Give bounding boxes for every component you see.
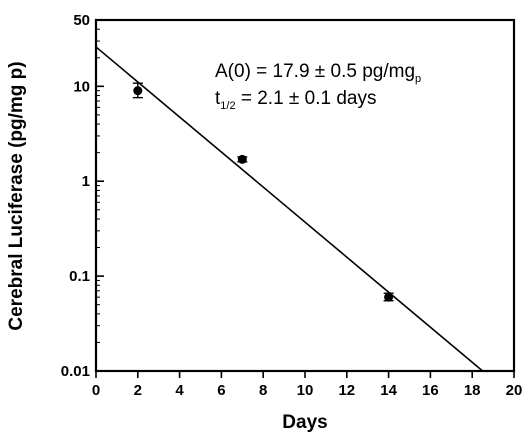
x-tick-label-2: 2	[134, 382, 142, 399]
annotation-half-life-sub: 1/2	[220, 100, 235, 112]
tick-labels: 0 2 4 6 8 10 12 14 16 18 20 0.01 0.1 1 10 50	[61, 12, 523, 399]
x-tick-label-8: 8	[259, 382, 267, 399]
annotation-half-life: t1/2 = 2.1 ± 0.1 days	[215, 88, 376, 112]
fit-line	[95, 46, 484, 372]
x-axis-title: Days	[282, 412, 327, 433]
x-tick-label-14: 14	[380, 382, 397, 399]
annotation-amplitude: A(0) = 17.9 ± 0.5 pg/mgp	[215, 61, 421, 85]
annotation-half-life-rest: = 2.1 ± 0.1 days	[236, 88, 377, 109]
x-tick-label-0: 0	[92, 382, 100, 399]
x-tick-label-20: 20	[506, 382, 523, 399]
x-tick-label-6: 6	[217, 382, 225, 399]
data-point	[237, 154, 247, 164]
x-tick-label-10: 10	[297, 382, 314, 399]
x-tick-label-16: 16	[422, 382, 439, 399]
x-tick-label-12: 12	[338, 382, 355, 399]
data-point	[133, 86, 143, 96]
y-tick-label-10: 10	[73, 78, 90, 95]
annotation-half-life-t: t	[215, 88, 221, 109]
plot-frame	[94, 18, 516, 373]
annotation-amplitude-sub: p	[415, 73, 421, 85]
y-tick-label-0.01: 0.01	[61, 363, 90, 380]
x-tick-label-18: 18	[464, 382, 481, 399]
y-axis-title: Cerebral Luciferase (pg/mg p)	[6, 61, 27, 330]
data-points	[132, 82, 394, 302]
annotation-amplitude-main: A(0) = 17.9 ± 0.5 pg/mg	[215, 61, 415, 82]
x-tick-label-4: 4	[175, 382, 184, 399]
y-tick-label-50: 50	[73, 12, 90, 29]
y-tick-label-0.1: 0.1	[69, 268, 90, 285]
y-tick-label-1: 1	[82, 173, 90, 190]
data-point	[384, 292, 394, 302]
